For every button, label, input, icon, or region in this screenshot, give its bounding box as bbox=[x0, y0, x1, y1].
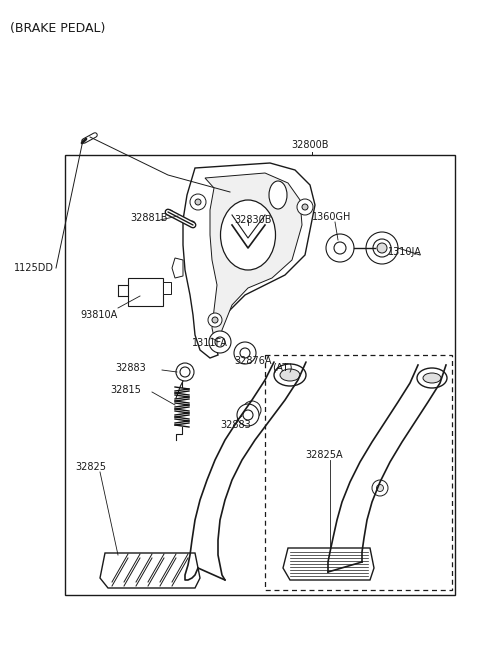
Bar bbox=[128, 278, 163, 306]
Ellipse shape bbox=[372, 480, 388, 496]
Ellipse shape bbox=[190, 194, 206, 210]
Text: 32825: 32825 bbox=[75, 462, 106, 472]
Ellipse shape bbox=[280, 369, 300, 381]
Ellipse shape bbox=[215, 337, 225, 347]
Ellipse shape bbox=[180, 367, 190, 377]
Ellipse shape bbox=[334, 242, 346, 254]
Text: 32876A: 32876A bbox=[234, 356, 272, 366]
Ellipse shape bbox=[326, 234, 354, 262]
Bar bbox=[65, 155, 455, 595]
Polygon shape bbox=[100, 553, 200, 588]
Ellipse shape bbox=[189, 221, 195, 227]
Ellipse shape bbox=[417, 368, 447, 388]
Text: 32815: 32815 bbox=[110, 385, 141, 395]
Ellipse shape bbox=[234, 342, 256, 364]
Text: 1125DD: 1125DD bbox=[14, 263, 54, 273]
Bar bbox=[265, 355, 452, 590]
Polygon shape bbox=[183, 163, 315, 358]
Ellipse shape bbox=[208, 313, 222, 327]
Bar bbox=[163, 282, 171, 294]
Text: 32883: 32883 bbox=[220, 420, 251, 430]
Ellipse shape bbox=[297, 199, 313, 215]
Ellipse shape bbox=[243, 401, 261, 419]
Text: 32825A: 32825A bbox=[305, 450, 343, 460]
Polygon shape bbox=[283, 548, 374, 580]
Text: 32881B: 32881B bbox=[130, 213, 168, 223]
Ellipse shape bbox=[366, 232, 398, 264]
Ellipse shape bbox=[220, 200, 276, 270]
Ellipse shape bbox=[377, 243, 387, 253]
Polygon shape bbox=[205, 173, 302, 345]
Ellipse shape bbox=[373, 239, 391, 257]
Ellipse shape bbox=[195, 199, 201, 205]
Text: 93810A: 93810A bbox=[80, 310, 117, 320]
Text: 32883: 32883 bbox=[115, 363, 146, 373]
Text: 1360GH: 1360GH bbox=[312, 212, 351, 222]
Text: (AT): (AT) bbox=[272, 362, 293, 372]
Ellipse shape bbox=[167, 210, 173, 216]
Ellipse shape bbox=[302, 204, 308, 210]
Ellipse shape bbox=[248, 406, 256, 414]
Ellipse shape bbox=[237, 404, 259, 426]
Ellipse shape bbox=[176, 363, 194, 381]
Ellipse shape bbox=[269, 181, 287, 209]
Text: 32830B: 32830B bbox=[234, 215, 272, 225]
Ellipse shape bbox=[212, 317, 218, 323]
Ellipse shape bbox=[240, 348, 250, 358]
Text: (BRAKE PEDAL): (BRAKE PEDAL) bbox=[10, 22, 106, 35]
Text: 32800B: 32800B bbox=[291, 140, 328, 150]
Text: 1311FA: 1311FA bbox=[192, 338, 228, 348]
Ellipse shape bbox=[209, 331, 231, 353]
Polygon shape bbox=[172, 258, 183, 278]
Ellipse shape bbox=[274, 364, 306, 386]
Text: 1310JA: 1310JA bbox=[388, 247, 422, 257]
Ellipse shape bbox=[423, 373, 441, 383]
Ellipse shape bbox=[376, 485, 384, 491]
Ellipse shape bbox=[243, 410, 253, 420]
